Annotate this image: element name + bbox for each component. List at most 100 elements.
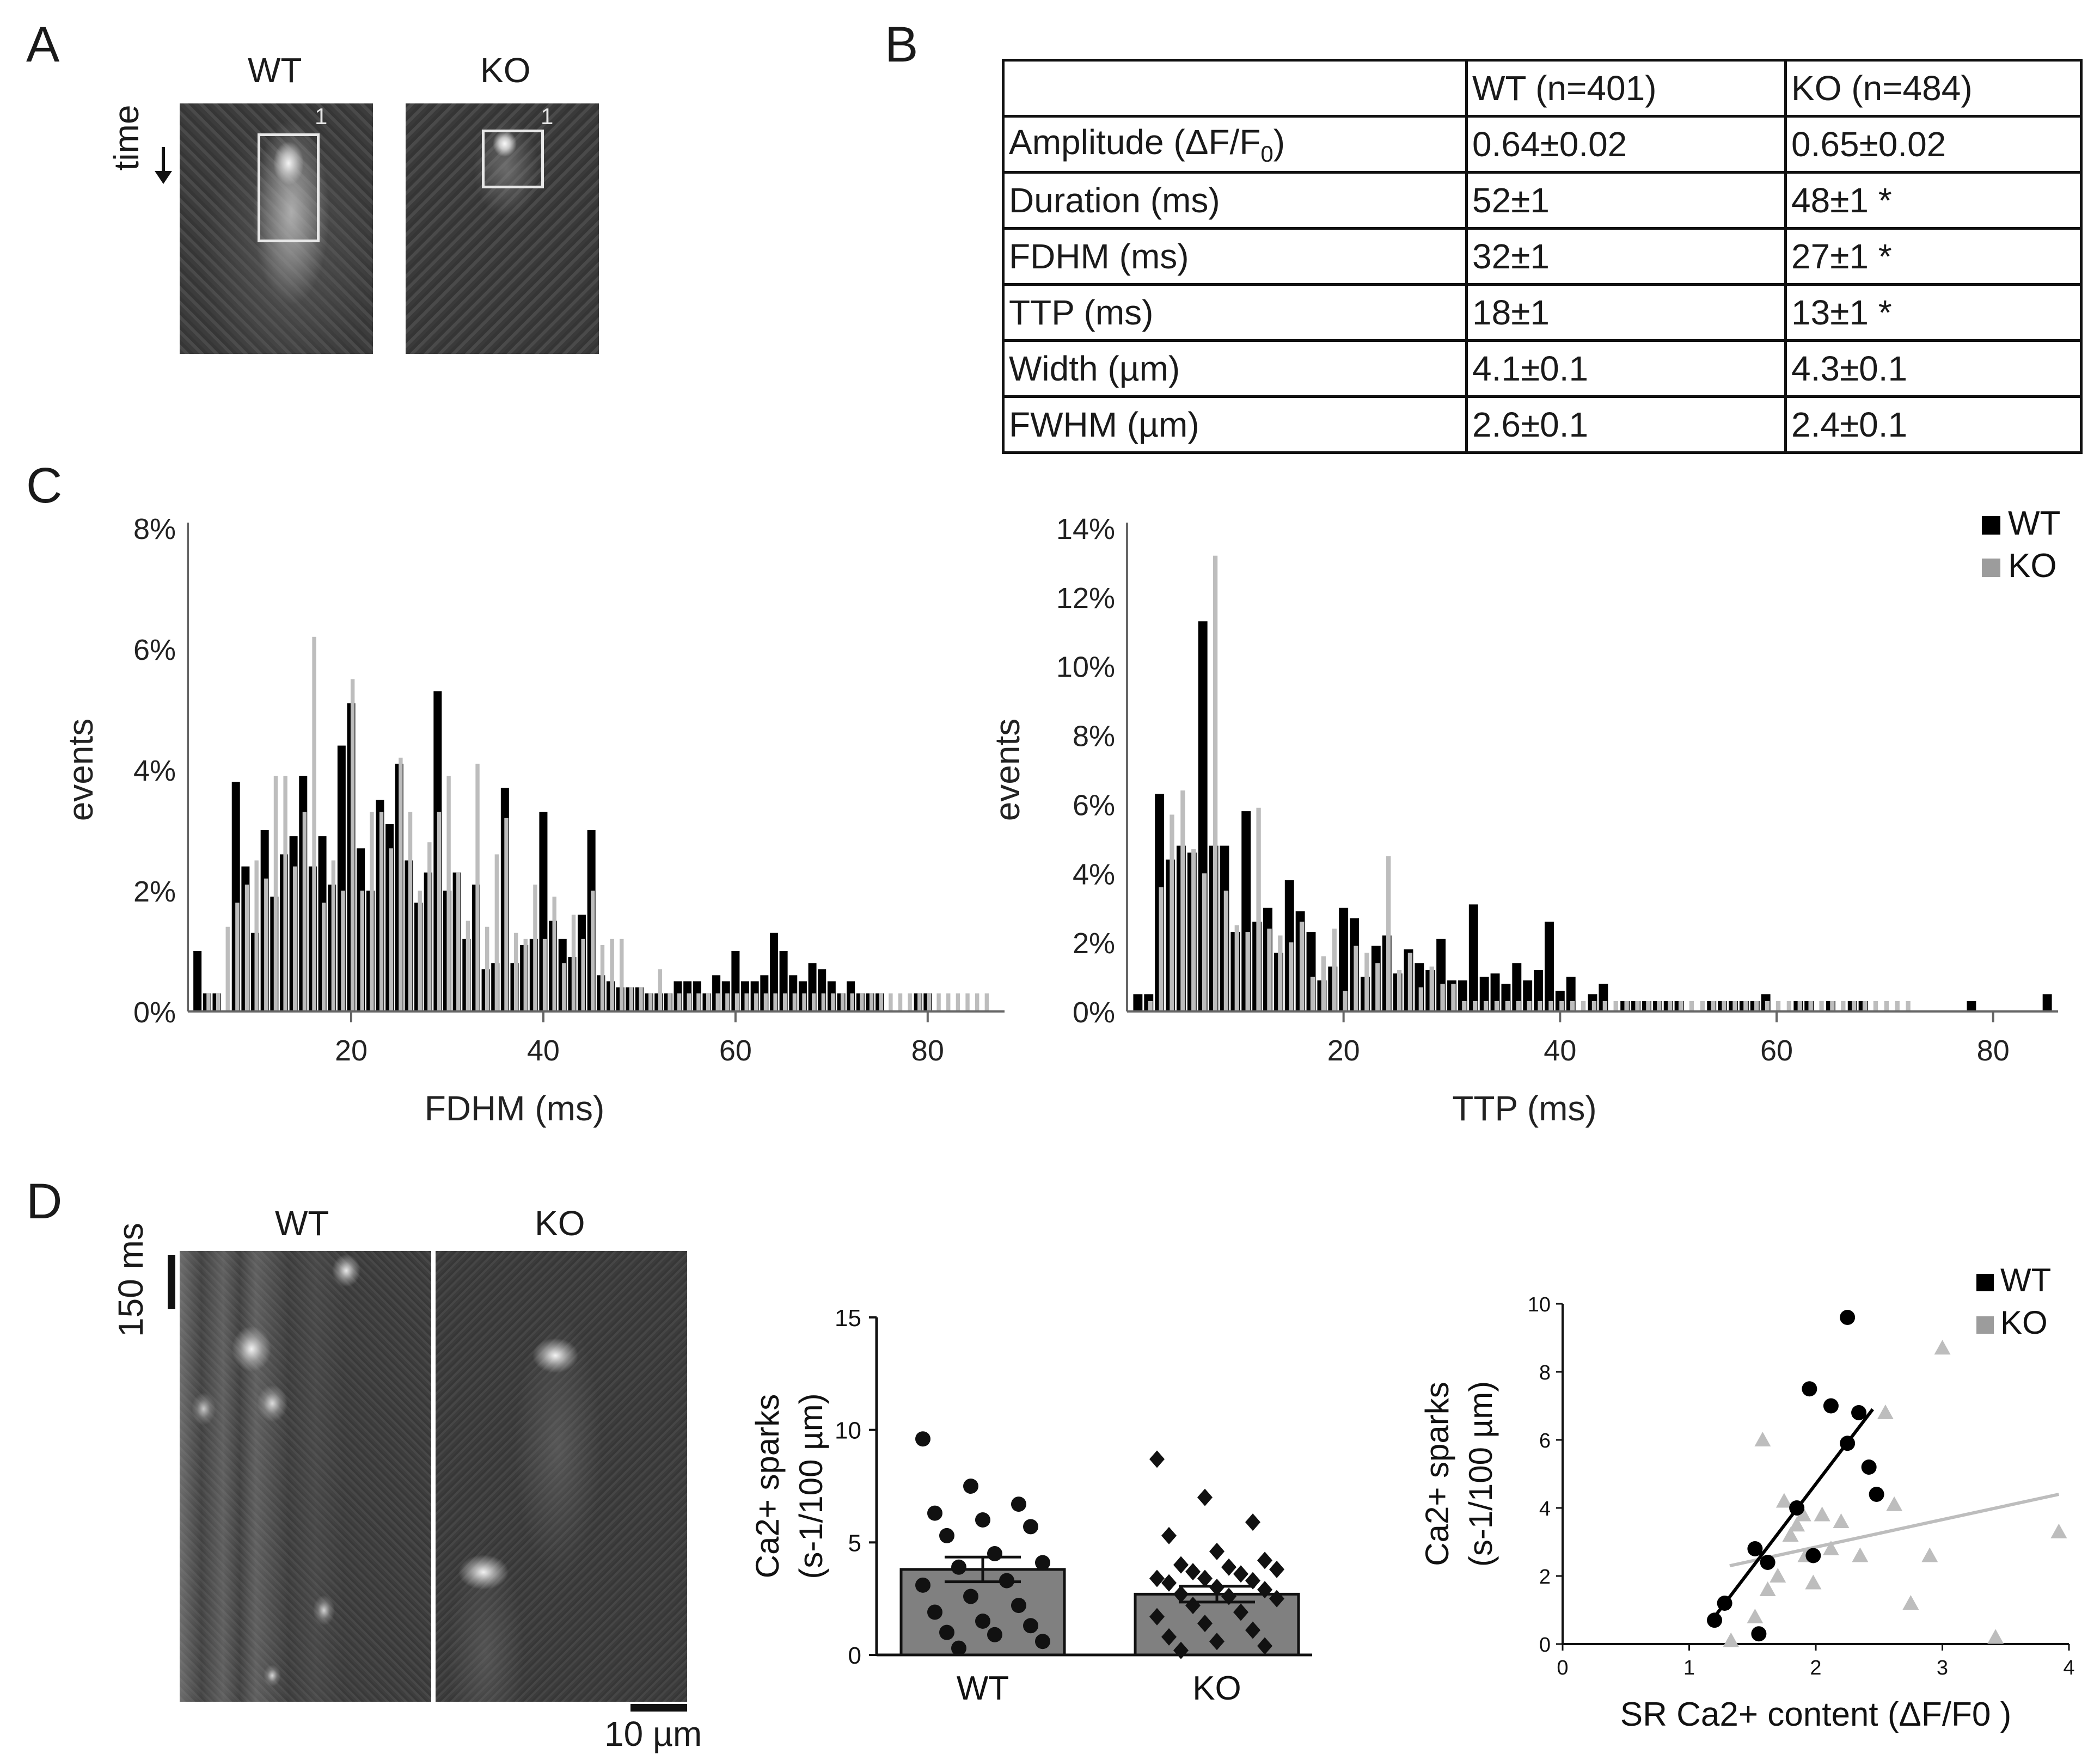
ko-bar — [620, 939, 624, 1011]
ko-point — [1173, 1585, 1189, 1603]
y-tick-label: 8 — [1539, 1362, 1551, 1384]
y-axis-title-line1: Ca2+ sparks — [1419, 1382, 1455, 1566]
ko-bar — [1170, 814, 1174, 1011]
amplitude-label: Amplitude (ΔF/F0) — [1009, 122, 1285, 167]
ko-bar — [908, 993, 912, 1011]
ko-bar — [1245, 932, 1250, 1011]
ko-bar — [802, 993, 806, 1011]
ko-bar — [408, 812, 413, 1011]
ko-bar — [1462, 1001, 1467, 1011]
ko-bar — [869, 993, 874, 1011]
ko-bar — [331, 860, 336, 1011]
ko-point — [1149, 1569, 1165, 1587]
ko-point — [1197, 1488, 1213, 1506]
ko-bar — [1797, 1001, 1802, 1011]
ko-bar — [466, 921, 470, 1011]
ko-bar — [1527, 1001, 1532, 1011]
wt-point — [1823, 1398, 1839, 1414]
time-label: time — [107, 105, 146, 171]
ko-bar — [1494, 1001, 1499, 1011]
ko-point — [1852, 1547, 1869, 1562]
ko-bar — [1267, 928, 1272, 1011]
wt-point — [1023, 1618, 1038, 1634]
ko-bar — [1364, 953, 1369, 1011]
ko-bar — [1429, 966, 1434, 1011]
table-cell: FWHM (µm) — [1002, 395, 1468, 454]
y-tick-label: 8% — [133, 513, 176, 545]
ko-bar — [456, 872, 461, 1011]
ko-bar — [821, 993, 826, 1011]
ko-bar — [984, 993, 989, 1011]
time-scale-label: 150 ms — [111, 1223, 150, 1337]
ko-bar — [1343, 990, 1348, 1011]
ko-bar — [235, 903, 240, 1011]
ko-point — [1185, 1563, 1201, 1581]
ko-point — [1149, 1608, 1165, 1626]
ko-bar — [244, 884, 249, 1011]
y-tick-label: 12% — [1056, 582, 1115, 615]
ko-bar — [1256, 807, 1261, 1011]
ko-bar — [1234, 925, 1239, 1011]
wt-point — [1840, 1436, 1856, 1451]
ko-bar — [744, 993, 749, 1011]
wt-point — [915, 1431, 930, 1447]
table-cell: 27±1 * — [1784, 227, 2083, 286]
wt-point — [1707, 1612, 1722, 1628]
x-tick-label: 40 — [1544, 1034, 1576, 1067]
ko-bar — [1819, 1001, 1824, 1011]
y-axis-title-line2: (s-1/100 µm) — [1462, 1381, 1499, 1567]
panel-b-label: B — [885, 17, 919, 72]
ko-bar — [1884, 1001, 1889, 1011]
ko-bar — [1191, 849, 1196, 1011]
ko-point — [1185, 1597, 1201, 1615]
wt-bar — [193, 951, 202, 1011]
x-axis-title: FDHM (ms) — [425, 1089, 605, 1128]
table-cell: 32±1 — [1465, 227, 1787, 286]
legend-wt-label: WT — [2008, 505, 2060, 542]
ko-bar — [360, 891, 364, 1011]
ko-bar — [1570, 1001, 1575, 1011]
wt-point — [939, 1624, 954, 1640]
legend-wt-label: WT — [2000, 1262, 2051, 1298]
legend-ko-label: KO — [2008, 547, 2057, 585]
ko-bar — [370, 812, 374, 1011]
ko-bar — [322, 903, 326, 1011]
ko-bar — [1689, 1001, 1694, 1011]
ko-bar — [840, 993, 845, 1011]
ko-bar — [1624, 1001, 1629, 1011]
table-row: Amplitude (ΔF/F0) 0.64±0.02 0.65±0.02 — [1002, 115, 2083, 174]
ko-bar — [1397, 970, 1402, 1011]
ko-bar — [1375, 963, 1380, 1011]
ko-bar — [513, 933, 518, 1011]
ko-bar — [715, 993, 720, 1011]
ko-bar — [302, 812, 307, 1011]
ko-bar — [792, 993, 797, 1011]
ko-bar — [725, 993, 730, 1011]
x-tick-label: 20 — [335, 1034, 368, 1067]
ko-bar — [1646, 1001, 1651, 1011]
wt-point — [1011, 1598, 1026, 1614]
wt-point — [915, 1577, 930, 1593]
ko-bar — [1386, 856, 1391, 1011]
wt-point — [1802, 1381, 1817, 1397]
fdhm-histogram: 0% 2% 4% 6% 8% 20 40 60 80 FDHM (ms) events — [61, 513, 1005, 1128]
ko-bar — [668, 993, 672, 1011]
ko-bar — [965, 993, 970, 1011]
y-tick-label: 0 — [1539, 1634, 1551, 1657]
wt-bar — [1133, 994, 1143, 1011]
ko-bar — [312, 636, 316, 1011]
panel-d-ko-label: KO — [535, 1204, 585, 1243]
panel-c-label: C — [26, 458, 63, 513]
wt-point — [1747, 1541, 1763, 1556]
y-tick-label: 10% — [1056, 651, 1115, 684]
space-scale-bar — [630, 1704, 687, 1712]
ko-bar — [706, 993, 711, 1011]
panel-a-label: A — [26, 17, 60, 72]
wt-bar — [1512, 963, 1522, 1011]
ko-bar — [581, 939, 585, 1011]
ko-bar — [1602, 1001, 1608, 1011]
ko-point — [1754, 1432, 1771, 1446]
ko-bar — [1354, 946, 1358, 1011]
ko-bar — [783, 993, 787, 1011]
ko-bar — [898, 993, 903, 1011]
